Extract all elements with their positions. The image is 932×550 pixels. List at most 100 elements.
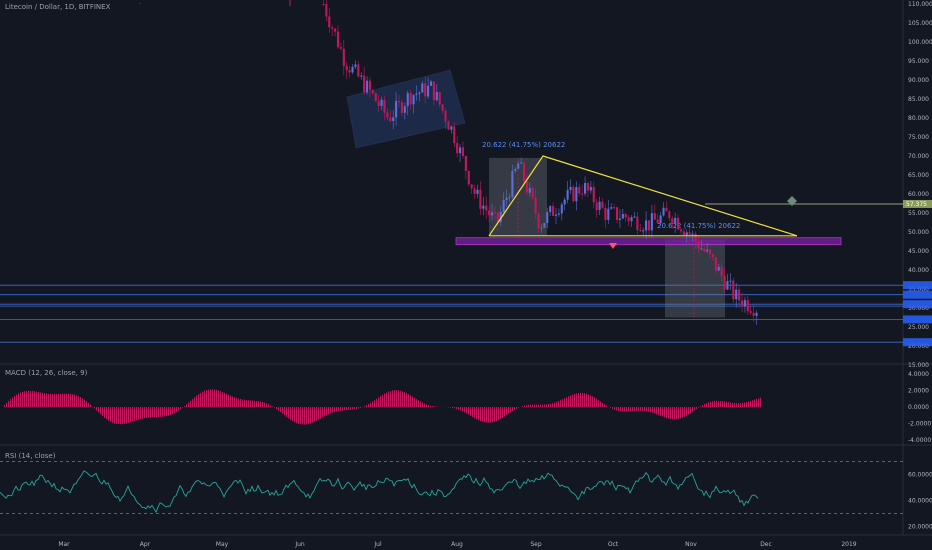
candle-body [357, 64, 360, 77]
macd-bar [200, 392, 201, 407]
macd-bar [268, 404, 269, 407]
x-axis-label: 2019 [841, 541, 856, 548]
macd-bar [366, 405, 367, 407]
macd-bar [348, 407, 349, 410]
macd-bar [172, 407, 173, 415]
macd-bar [496, 407, 497, 421]
macd-bar [734, 402, 735, 407]
macd-bar [274, 407, 275, 408]
macd-bar [466, 407, 467, 414]
macd-bar [188, 402, 189, 407]
candle-body [328, 16, 331, 28]
candle-body [566, 190, 569, 200]
price-tick-label: 55.000 [908, 210, 929, 217]
x-axis-label: May [216, 541, 229, 548]
candle-body [746, 300, 749, 312]
macd-tick-label: 0.0000 [908, 404, 929, 411]
support-zone [455, 237, 842, 246]
macd-bar [752, 400, 753, 407]
macd-bar [518, 407, 519, 408]
x-axis-label: Jul [373, 541, 382, 548]
macd-bar [108, 407, 109, 421]
macd-bar [472, 407, 473, 418]
macd-bar [80, 397, 81, 407]
candle-body [720, 266, 723, 276]
macd-bar [300, 407, 301, 425]
macd-bar [178, 407, 179, 411]
macd-bar [696, 407, 697, 409]
macd-bar [660, 407, 661, 416]
macd-bar [758, 398, 759, 407]
macd-bar [552, 403, 553, 407]
macd-bar [224, 392, 225, 407]
candle-body [331, 27, 334, 29]
macd-bar [166, 407, 167, 417]
candle-body [711, 254, 714, 258]
macd-bar [538, 404, 539, 407]
price-tick-label: 110.000 [908, 1, 932, 8]
macd-bar [70, 393, 71, 407]
candle-body [444, 110, 447, 122]
macd-bar [68, 393, 69, 407]
macd-bar [616, 407, 617, 411]
macd-bar [330, 407, 331, 414]
macd-bar [192, 398, 193, 407]
candle-body [342, 48, 345, 67]
macd-bar [640, 407, 641, 411]
candle-body [549, 206, 552, 213]
macd-bar [678, 407, 679, 419]
candle-body [473, 188, 476, 194]
macd-bar [450, 407, 451, 408]
macd-bar [748, 401, 749, 407]
macd-label: MACD (12, 26, close, 9) [5, 369, 88, 377]
x-axis-label: Oct [608, 541, 619, 548]
macd-bar [50, 393, 51, 407]
x-axis-label: Sep [530, 541, 542, 548]
candle-body [569, 186, 572, 191]
price-tick-label: 75.000 [908, 134, 929, 141]
macd-bar [642, 407, 643, 411]
macd-bar [216, 389, 217, 407]
candle-body [351, 66, 354, 73]
macd-bar [232, 396, 233, 407]
macd-bar [680, 407, 681, 419]
macd-bar [684, 407, 685, 417]
macd-bar [78, 396, 79, 407]
macd-bar [572, 394, 573, 407]
macd-bar [480, 407, 481, 422]
macd-bar [750, 400, 751, 407]
macd-bar [486, 407, 487, 423]
macd-bar [586, 393, 587, 407]
macd-bar [500, 407, 501, 419]
macd-bar [190, 400, 191, 407]
rsi-label: RSI (14, close) [5, 452, 56, 460]
macd-bar [508, 407, 509, 414]
macd-bar [184, 406, 185, 407]
macd-bar [234, 397, 235, 407]
candle-body [665, 207, 668, 212]
macd-bar [52, 393, 53, 407]
macd-bar [606, 405, 607, 407]
macd-bar [708, 402, 709, 407]
macd-bar [562, 399, 563, 407]
candle-body [694, 233, 697, 242]
candle-body [677, 217, 680, 230]
candle-body [610, 207, 613, 209]
macd-bar [176, 407, 177, 413]
macd-bar [342, 407, 343, 411]
macd-bar [634, 407, 635, 411]
macd-bar [170, 407, 171, 415]
candle-body [554, 214, 558, 216]
candle-body [429, 81, 433, 86]
macd-bar [40, 392, 41, 407]
candle-body [380, 99, 383, 106]
target-price-tag [903, 199, 932, 208]
candle-body [525, 181, 528, 193]
macd-bar [390, 390, 391, 407]
candle-body [496, 212, 499, 223]
macd-bar [230, 395, 231, 407]
chart-title: Litecoin / Dollar, 1D, BITFINEX [5, 3, 111, 11]
rsi-tick-label: 40.0000 [908, 498, 932, 505]
macd-bar [218, 390, 219, 407]
